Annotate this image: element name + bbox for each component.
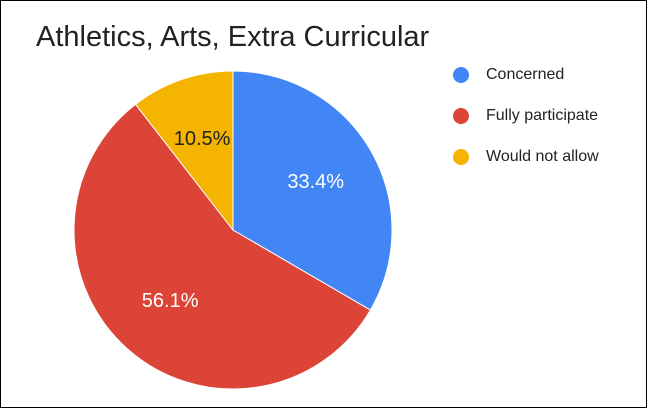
- legend-swatch-concerned: [453, 67, 469, 83]
- legend-label-fully-participate: Fully participate: [486, 107, 599, 124]
- legend-item-fully-participate: Fully participate: [453, 106, 599, 126]
- pie-slice-would-not-allow: [134, 70, 234, 232]
- pie-slice-concerned: [232, 70, 393, 311]
- pie-value-label-would-not-allow: 10.5%: [174, 128, 231, 150]
- legend-item-would-not-allow: Would not allow: [453, 147, 599, 167]
- legend-label-concerned: Concerned: [486, 66, 565, 83]
- pie-value-label-fully-participate: 56.1%: [142, 290, 199, 312]
- legend-swatch-fully-participate: [453, 108, 469, 124]
- legend: Concerned Fully participate Would not al…: [453, 65, 599, 188]
- legend-item-concerned: Concerned: [453, 65, 599, 85]
- chart-title: Athletics, Arts, Extra Curricular: [36, 21, 430, 53]
- pie-value-label-concerned: 33.4%: [287, 171, 344, 193]
- pie-slice-fully-participate: [73, 103, 372, 390]
- legend-swatch-would-not-allow: [453, 149, 469, 165]
- legend-label-would-not-allow: Would not allow: [486, 148, 599, 165]
